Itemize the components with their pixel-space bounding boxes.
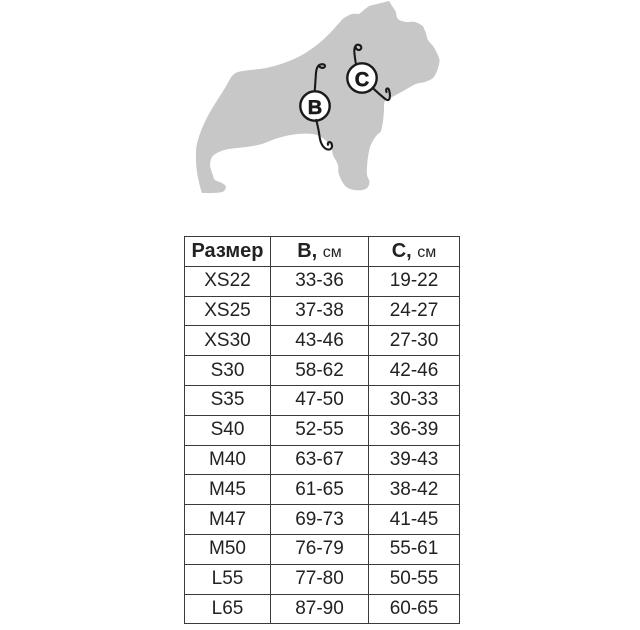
svg-text:B: B [308,97,322,119]
svg-text:C: C [355,69,369,91]
